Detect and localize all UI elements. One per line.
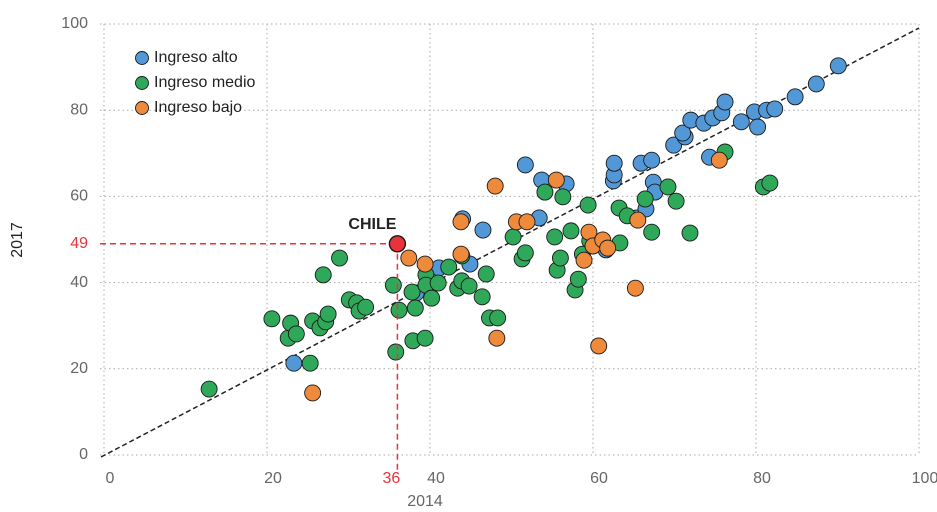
point bbox=[518, 213, 536, 231]
point bbox=[416, 255, 434, 273]
point bbox=[301, 354, 319, 372]
point bbox=[314, 266, 332, 284]
point bbox=[319, 305, 337, 323]
x-tick-label: 40 bbox=[427, 470, 445, 487]
point bbox=[562, 222, 580, 240]
point bbox=[200, 380, 218, 398]
highlight-label: CHILE bbox=[348, 216, 396, 233]
point bbox=[263, 310, 281, 328]
point bbox=[429, 274, 447, 292]
point bbox=[659, 178, 677, 196]
point bbox=[626, 279, 644, 297]
point bbox=[387, 343, 405, 361]
point bbox=[504, 228, 522, 246]
point bbox=[473, 288, 491, 306]
point bbox=[667, 192, 685, 210]
point bbox=[452, 245, 470, 263]
point bbox=[643, 151, 661, 169]
tick-bg bbox=[62, 233, 96, 254]
point bbox=[406, 299, 424, 317]
point bbox=[486, 177, 504, 195]
point bbox=[554, 188, 572, 206]
legend-marker bbox=[135, 76, 149, 90]
point bbox=[681, 224, 699, 242]
highlight-y-label: 49 bbox=[70, 235, 88, 252]
legend-label: Ingreso alto bbox=[154, 49, 238, 66]
reference-line bbox=[100, 27, 920, 458]
point bbox=[331, 249, 348, 267]
legend-label: Ingreso bajo bbox=[154, 99, 242, 116]
point bbox=[569, 270, 587, 288]
y-tick-label: 80 bbox=[70, 101, 88, 118]
point bbox=[579, 196, 597, 214]
point bbox=[674, 124, 692, 142]
point bbox=[440, 258, 458, 276]
point bbox=[749, 118, 767, 136]
point bbox=[643, 223, 661, 241]
point bbox=[516, 156, 534, 174]
highlight-point bbox=[388, 235, 407, 253]
point bbox=[551, 249, 569, 267]
x-tick-label: 20 bbox=[264, 470, 282, 487]
point bbox=[516, 244, 534, 262]
point bbox=[452, 213, 470, 231]
point bbox=[285, 354, 303, 372]
point bbox=[536, 183, 554, 201]
legend-label: Ingreso medio bbox=[154, 74, 255, 91]
point bbox=[489, 309, 507, 327]
point bbox=[766, 100, 784, 118]
x-tick-label: 0 bbox=[106, 470, 115, 487]
point bbox=[474, 221, 492, 239]
point bbox=[599, 239, 617, 257]
point bbox=[786, 88, 804, 106]
point bbox=[575, 251, 593, 269]
y-tick-label: 60 bbox=[70, 188, 88, 205]
point bbox=[732, 113, 750, 131]
y-tick-label: 0 bbox=[79, 446, 88, 463]
point bbox=[287, 325, 305, 343]
point bbox=[357, 298, 375, 316]
point bbox=[546, 228, 564, 246]
y-tick-label: 100 bbox=[61, 15, 88, 32]
point bbox=[423, 289, 441, 307]
point bbox=[590, 337, 608, 355]
point bbox=[807, 75, 825, 93]
point bbox=[460, 277, 478, 295]
point bbox=[403, 283, 421, 301]
point bbox=[547, 171, 565, 189]
point bbox=[710, 151, 728, 169]
point bbox=[416, 329, 434, 347]
highlight-x-label: 36 bbox=[383, 470, 401, 487]
point bbox=[636, 190, 654, 208]
point bbox=[605, 154, 623, 172]
point bbox=[829, 57, 847, 75]
point bbox=[477, 265, 495, 283]
point bbox=[384, 276, 402, 294]
x-tick-label: 100 bbox=[912, 470, 937, 487]
point bbox=[400, 249, 418, 267]
x-axis-label: 2014 bbox=[407, 493, 443, 510]
y-tick-label: 20 bbox=[70, 360, 88, 377]
x-tick-label: 80 bbox=[753, 470, 771, 487]
point bbox=[390, 301, 408, 319]
point bbox=[304, 384, 322, 402]
legend-marker bbox=[135, 101, 149, 115]
legend-marker bbox=[135, 51, 149, 65]
y-tick-label: 40 bbox=[70, 274, 88, 291]
point bbox=[716, 93, 734, 111]
point bbox=[629, 211, 647, 229]
y-axis-label: 2017 bbox=[9, 222, 26, 258]
x-tick-label: 60 bbox=[590, 470, 608, 487]
point bbox=[488, 329, 506, 347]
point bbox=[761, 174, 779, 192]
point bbox=[665, 136, 683, 154]
